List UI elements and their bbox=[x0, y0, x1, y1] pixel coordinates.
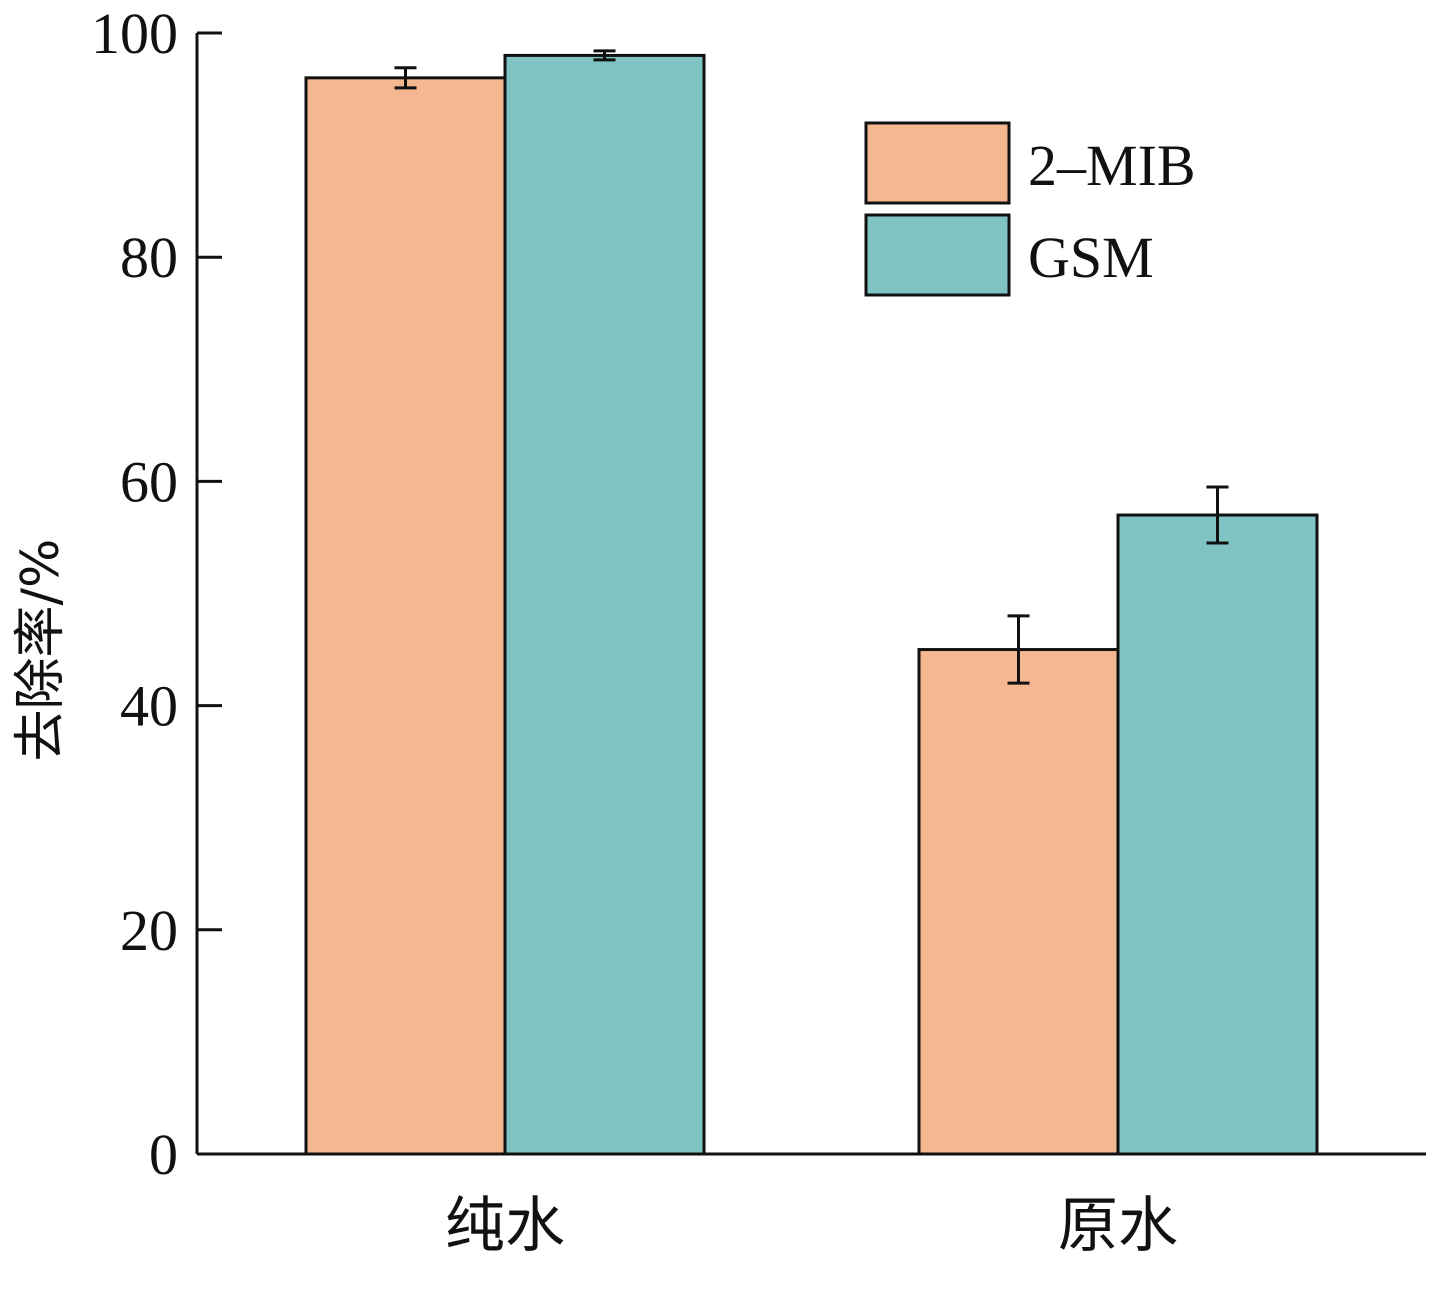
y-tick-label: 100 bbox=[91, 1, 178, 66]
bar bbox=[1116, 513, 1319, 1156]
legend-label: 2–MIB bbox=[1028, 133, 1196, 198]
y-tick-label: 0 bbox=[149, 1122, 178, 1187]
bar bbox=[917, 648, 1120, 1156]
axes-layer bbox=[195, 33, 1426, 1156]
legend-swatch bbox=[864, 213, 1011, 297]
legend-swatch bbox=[864, 121, 1011, 205]
y-ticks-layer: 0 20 40 60 80 100 bbox=[91, 1, 222, 1187]
legend: 2–MIB GSM bbox=[864, 121, 1196, 297]
y-tick-label: 60 bbox=[120, 449, 178, 514]
bar bbox=[304, 76, 507, 1156]
legend-label: GSM bbox=[1028, 225, 1154, 290]
x-labels-layer: 纯水 原水 bbox=[445, 1191, 1178, 1261]
y-tick-label: 40 bbox=[120, 674, 178, 739]
y-axis-title: 去除率/% bbox=[11, 539, 71, 762]
x-category-label: 纯水 bbox=[445, 1191, 565, 1261]
bars-layer bbox=[304, 53, 1319, 1156]
error-bars-layer bbox=[394, 49, 1229, 685]
y-tick-label: 80 bbox=[120, 225, 178, 290]
y-tick-label: 20 bbox=[120, 898, 178, 963]
bar bbox=[503, 53, 706, 1156]
x-category-label: 原水 bbox=[1058, 1191, 1178, 1261]
